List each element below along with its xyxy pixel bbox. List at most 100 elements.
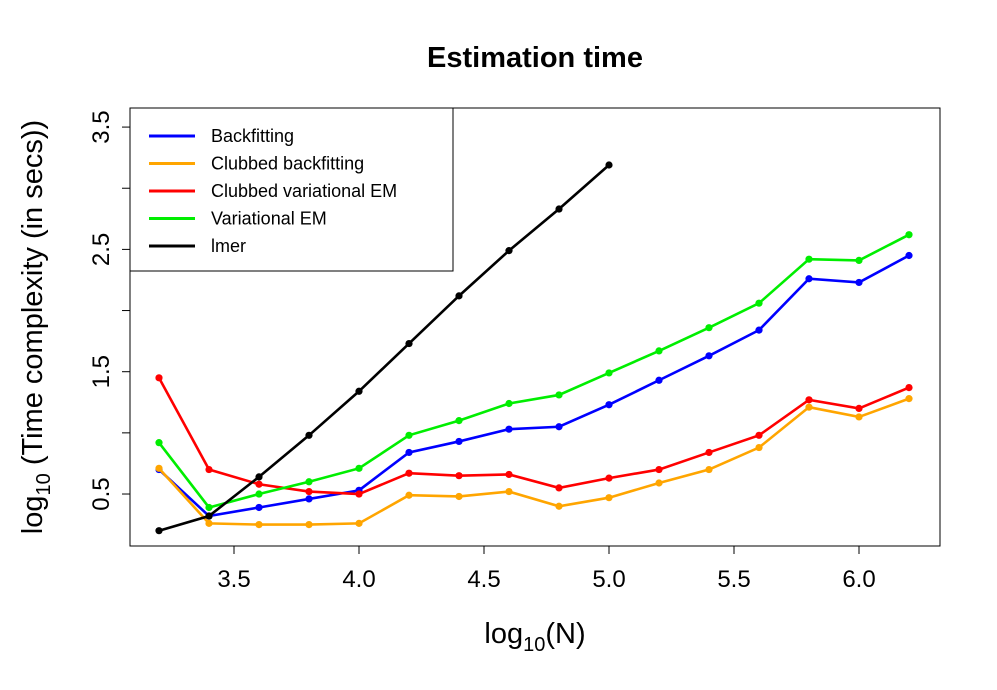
data-point-lmer — [305, 431, 313, 439]
data-point-clubbed-variational-em — [505, 470, 513, 479]
data-point-lmer — [205, 512, 213, 520]
data-point-clubbed-variational-em — [555, 484, 563, 492]
y-tick-label: 0.5 — [88, 477, 115, 510]
data-point-lmer — [505, 247, 513, 255]
data-point-clubbed-variational-em — [855, 404, 863, 412]
data-point-lmer — [355, 387, 363, 395]
data-point-variational-em — [405, 431, 413, 439]
data-point-clubbed-variational-em — [605, 474, 613, 482]
data-point-backfitting — [255, 503, 263, 512]
series-variational-em — [155, 231, 913, 512]
data-point-clubbed-backfitting — [705, 465, 713, 474]
data-point-clubbed-backfitting — [805, 403, 813, 411]
data-point-clubbed-backfitting — [655, 479, 663, 487]
data-point-clubbed-backfitting — [355, 519, 363, 527]
data-point-lmer — [455, 292, 463, 300]
data-point-variational-em — [255, 490, 263, 498]
data-point-backfitting — [805, 275, 813, 283]
data-point-lmer — [605, 161, 613, 169]
data-point-clubbed-variational-em — [805, 396, 813, 404]
data-point-variational-em — [355, 464, 363, 472]
data-point-variational-em — [555, 391, 563, 399]
x-tick-label: 4.0 — [342, 566, 375, 593]
data-point-clubbed-backfitting — [855, 413, 863, 421]
data-point-variational-em — [755, 299, 763, 307]
series-clubbed-backfitting — [155, 395, 913, 529]
data-point-lmer — [155, 527, 163, 535]
data-point-backfitting — [705, 352, 713, 360]
data-point-lmer — [405, 339, 413, 348]
data-point-backfitting — [855, 278, 863, 287]
data-point-variational-em — [855, 256, 863, 265]
series-line-backfitting — [158, 254, 910, 518]
x-tick-label: 5.0 — [592, 566, 625, 593]
data-point-backfitting — [755, 326, 763, 334]
x-tick-label: 5.5 — [717, 566, 750, 593]
data-point-clubbed-variational-em — [905, 384, 913, 392]
data-point-clubbed-backfitting — [755, 443, 763, 452]
data-point-variational-em — [805, 255, 813, 263]
data-point-clubbed-backfitting — [555, 502, 563, 510]
x-tick-label: 3.5 — [217, 566, 250, 593]
data-point-clubbed-backfitting — [305, 520, 313, 529]
data-point-clubbed-backfitting — [455, 492, 463, 501]
data-point-clubbed-backfitting — [155, 464, 163, 472]
legend-label: Variational EM — [211, 209, 327, 229]
data-point-variational-em — [605, 369, 613, 377]
data-point-clubbed-variational-em — [405, 469, 413, 477]
data-point-clubbed-variational-em — [705, 448, 713, 457]
data-point-clubbed-variational-em — [155, 374, 163, 382]
data-point-clubbed-backfitting — [255, 520, 263, 529]
legend-label: lmer — [211, 236, 246, 256]
data-point-clubbed-backfitting — [905, 395, 913, 403]
series-line-variational-em — [157, 233, 910, 509]
data-point-backfitting — [305, 495, 313, 503]
data-point-clubbed-backfitting — [405, 491, 413, 499]
data-point-backfitting — [905, 251, 913, 260]
data-point-clubbed-backfitting — [505, 487, 513, 496]
chart-title: Estimation time — [427, 42, 643, 74]
data-point-backfitting — [455, 437, 463, 446]
data-point-variational-em — [705, 324, 713, 332]
series-line-lmer — [158, 164, 610, 532]
x-tick-label: 6.0 — [842, 566, 875, 593]
data-point-clubbed-variational-em — [355, 490, 363, 498]
x-axis-label: log10(N) — [484, 618, 585, 656]
series-line-clubbed-variational-em — [157, 377, 910, 496]
data-point-clubbed-variational-em — [455, 472, 463, 480]
data-point-backfitting — [605, 401, 613, 409]
y-tick-label: 2.5 — [88, 233, 115, 266]
data-point-clubbed-backfitting — [205, 519, 213, 527]
data-point-variational-em — [205, 503, 213, 512]
legend-label: Backfitting — [211, 126, 294, 146]
data-point-backfitting — [655, 376, 663, 384]
data-point-backfitting — [505, 425, 513, 433]
legend-label: Clubbed variational EM — [211, 181, 397, 201]
data-point-variational-em — [655, 347, 663, 355]
data-point-variational-em — [305, 478, 313, 486]
data-point-lmer — [255, 473, 263, 481]
series-line-clubbed-backfitting — [158, 397, 910, 526]
series-clubbed-variational-em — [155, 374, 913, 498]
legend-label: Clubbed backfitting — [211, 154, 364, 174]
data-point-variational-em — [505, 399, 513, 408]
data-point-lmer — [555, 205, 563, 213]
series-lmer — [155, 161, 613, 535]
data-point-backfitting — [555, 423, 563, 431]
data-point-clubbed-variational-em — [205, 465, 213, 474]
data-point-clubbed-variational-em — [755, 431, 763, 439]
data-point-clubbed-variational-em — [305, 487, 313, 496]
data-point-clubbed-variational-em — [255, 480, 263, 488]
data-point-variational-em — [155, 439, 163, 447]
data-point-clubbed-backfitting — [605, 494, 613, 502]
data-point-variational-em — [455, 417, 463, 425]
data-point-variational-em — [905, 231, 913, 239]
data-point-clubbed-variational-em — [655, 465, 663, 474]
y-tick-label: 3.5 — [88, 110, 115, 143]
series-backfitting — [155, 251, 913, 520]
x-tick-label: 4.5 — [467, 566, 500, 593]
data-point-backfitting — [405, 448, 413, 457]
y-axis-label: log10 (Time complexity (in secs)) — [17, 120, 55, 534]
y-tick-label: 1.5 — [88, 355, 115, 388]
